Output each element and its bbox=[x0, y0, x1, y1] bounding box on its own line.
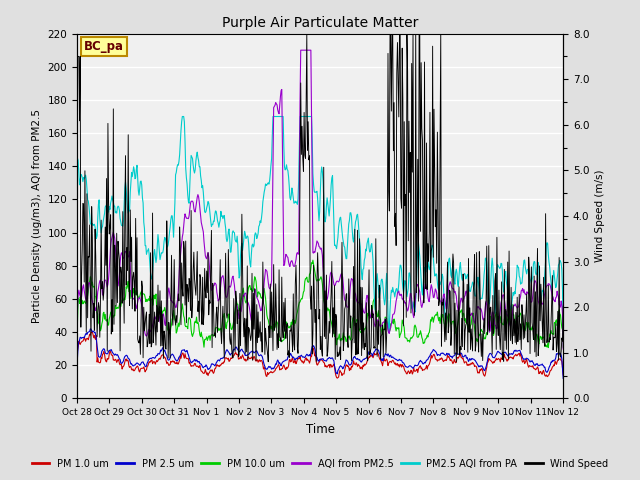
Y-axis label: Particle Density (ug/m3), AQI from PM2.5: Particle Density (ug/m3), AQI from PM2.5 bbox=[32, 109, 42, 323]
Text: BC_pa: BC_pa bbox=[84, 40, 124, 53]
Y-axis label: Wind Speed (m/s): Wind Speed (m/s) bbox=[595, 170, 605, 262]
Legend: PM 1.0 um, PM 2.5 um, PM 10.0 um, AQI from PM2.5, PM2.5 AQI from PA, Wind Speed: PM 1.0 um, PM 2.5 um, PM 10.0 um, AQI fr… bbox=[28, 455, 612, 473]
Title: Purple Air Particulate Matter: Purple Air Particulate Matter bbox=[222, 16, 418, 30]
X-axis label: Time: Time bbox=[305, 423, 335, 436]
